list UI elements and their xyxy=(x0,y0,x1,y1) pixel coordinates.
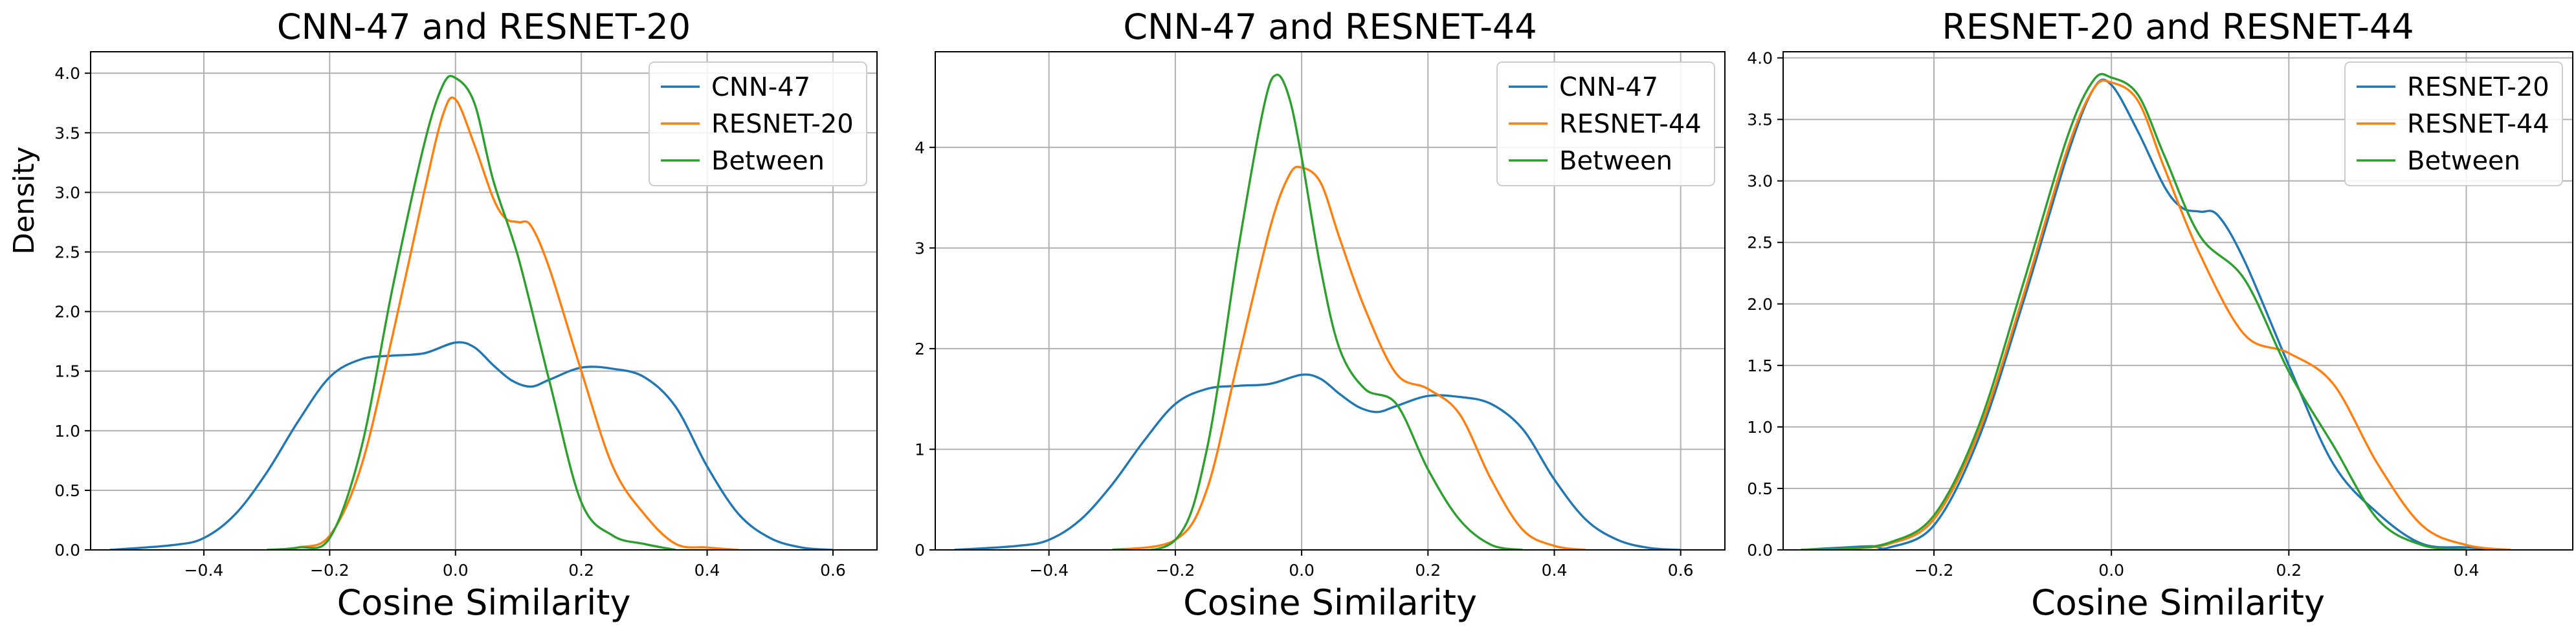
legend-label: Between xyxy=(2407,146,2520,176)
y-tick-label: 3.0 xyxy=(1747,172,1773,191)
y-tick-label: 0.0 xyxy=(1747,541,1773,560)
y-tick-label: 1.5 xyxy=(1747,356,1773,375)
series-group xyxy=(109,74,834,550)
legend-label: RESNET-20 xyxy=(2407,72,2549,102)
series-line-between xyxy=(1112,73,1523,550)
y-tick-label: 1.0 xyxy=(1747,418,1773,437)
x-axis-title: Cosine Similarity xyxy=(337,582,631,623)
series-line-cnn-47 xyxy=(954,373,1681,550)
chart-panel-2: −0.4 −0.2 0.0 0.2 0.4 0.6 0 1 2 3 4 CNN-47 and RESN… xyxy=(915,6,1726,623)
chart-panel-3: −0.2 0.0 0.2 0.4 0.0 0.5 1.0 1.5 2.0 2.5 3.0 3.5 4.0… xyxy=(1747,6,2573,623)
x-tick-label: −0.4 xyxy=(1029,561,1069,580)
x-axis-title: Cosine Similarity xyxy=(1183,582,1477,623)
legend-label: CNN-47 xyxy=(711,72,810,102)
x-tick-label: 0.2 xyxy=(568,561,594,580)
x-tick-label: −0.2 xyxy=(1915,561,1954,580)
series-line-between xyxy=(1801,72,2467,550)
x-tick-label: 0.0 xyxy=(443,561,469,580)
x-tick-label: 0.4 xyxy=(694,561,720,580)
axes-frame xyxy=(935,51,1726,551)
legend-label: CNN-47 xyxy=(1559,72,1658,102)
y-tick-label: 4.0 xyxy=(54,64,80,83)
y-axis-title: Density xyxy=(8,146,41,254)
axes-frame xyxy=(90,51,878,551)
y-tick-label: 0.0 xyxy=(54,541,80,560)
chart-title: RESNET-20 and RESNET-44 xyxy=(1942,6,2414,47)
legend-label: RESNET-20 xyxy=(711,109,854,139)
y-tick-label: 0.5 xyxy=(54,481,80,500)
series-line-resnet-20 xyxy=(267,96,739,550)
series-line-resnet-44 xyxy=(1112,166,1586,550)
y-tick-label: 2.5 xyxy=(1747,234,1773,252)
legend: CNN-47 RESNET-20 Between xyxy=(649,61,867,186)
legend: CNN-47 RESNET-44 Between xyxy=(1496,61,1715,186)
x-axis-title: Cosine Similarity xyxy=(2031,582,2325,623)
x-tick-label: 0.4 xyxy=(2454,561,2480,580)
x-tick-label: 0.2 xyxy=(1415,561,1441,580)
legend-box xyxy=(649,61,867,186)
y-tick-label: 3.0 xyxy=(54,183,80,202)
x-tick-label: 0.4 xyxy=(1542,561,1568,580)
legend-label: RESNET-44 xyxy=(2407,109,2549,139)
legend-box xyxy=(1496,61,1715,186)
chart-title: CNN-47 and RESNET-44 xyxy=(1123,6,1537,47)
legend-box xyxy=(2344,61,2563,186)
y-tick-label: 0.5 xyxy=(1747,479,1773,498)
series-line-between xyxy=(267,74,676,550)
y-tick-label: 2 xyxy=(915,340,925,358)
y-tick-label: 1 xyxy=(915,440,925,459)
y-tick-label: 3.5 xyxy=(1747,111,1773,129)
x-tick-label: −0.4 xyxy=(184,561,224,580)
y-tick-label: 4 xyxy=(915,138,925,157)
x-tick-label: 0.6 xyxy=(820,561,846,580)
y-tick-label: 1.5 xyxy=(54,362,80,381)
legend-label: RESNET-44 xyxy=(1559,109,1702,139)
x-tick-label: 0.0 xyxy=(1289,561,1315,580)
y-tick-label: 0 xyxy=(915,541,925,560)
legend: RESNET-20 RESNET-44 Between xyxy=(2344,61,2563,186)
y-tick-label: 4.0 xyxy=(1747,49,1773,68)
x-tick-label: 0.6 xyxy=(1668,561,1694,580)
series-line-cnn-47 xyxy=(109,341,834,550)
y-tick-label: 3 xyxy=(915,239,925,257)
y-tick-label: 2.5 xyxy=(54,243,80,261)
series-line-resnet-44 xyxy=(1801,79,2511,550)
x-tick-label: −0.2 xyxy=(310,561,350,580)
chart-title: CNN-47 and RESNET-20 xyxy=(277,6,691,47)
x-tick-label: 0.2 xyxy=(2276,561,2302,580)
x-tick-label: 0.0 xyxy=(2098,561,2124,580)
series-group xyxy=(1801,72,2511,550)
y-tick-label: 1.0 xyxy=(54,422,80,441)
legend-label: Between xyxy=(1559,146,1672,176)
x-tick-label: −0.2 xyxy=(1156,561,1195,580)
axes-frame xyxy=(1782,51,2573,551)
series-line-resnet-20 xyxy=(1801,78,2511,550)
y-tick-label: 2.0 xyxy=(1747,295,1773,314)
legend-label: Between xyxy=(711,146,825,176)
y-tick-label: 3.5 xyxy=(54,124,80,142)
series-group xyxy=(954,73,1681,550)
y-tick-label: 2.0 xyxy=(54,303,80,322)
chart-panel-1: −0.4 −0.2 0.0 0.2 0.4 0.6 0.0 0.5 1.0 1.5 2.0 2.5 3.… xyxy=(8,6,878,623)
